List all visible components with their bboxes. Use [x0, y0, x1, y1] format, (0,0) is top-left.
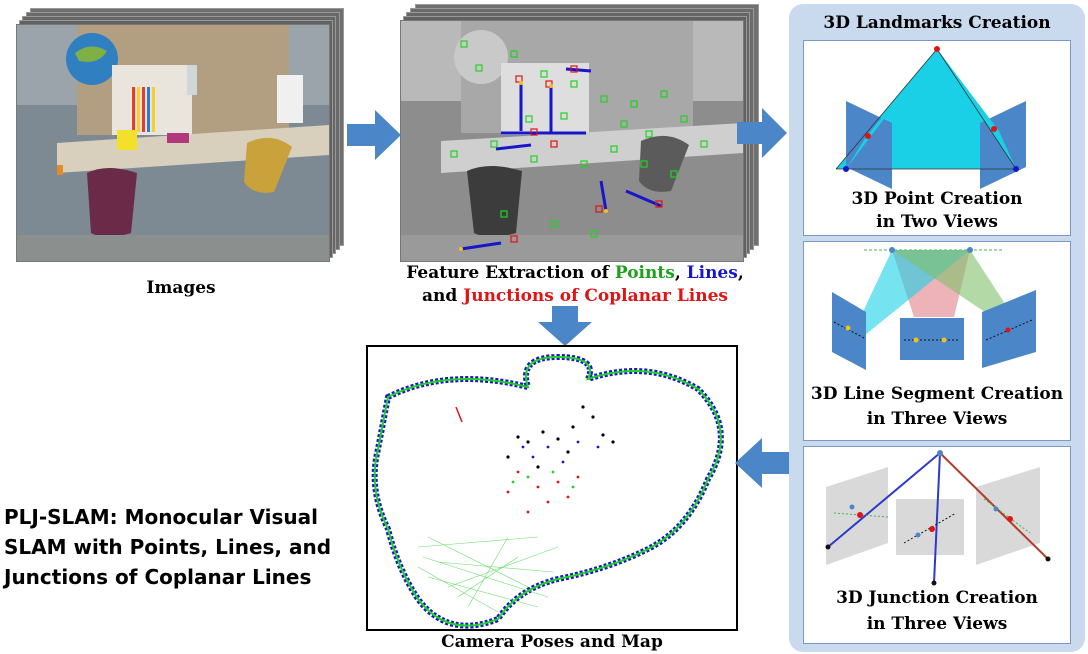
line-creation-caption-line2: in Three Views: [866, 409, 1008, 429]
junctions-label: Junctions of Coplanar Lines: [463, 286, 728, 306]
arrow-right-icon-2: [737, 108, 787, 158]
features-caption: Feature Extraction of Points, Lines, and…: [385, 262, 765, 308]
point-creation-panel: 3D Point Creation in Two Views: [803, 40, 1071, 236]
junction-creation-caption-line1: 3D Junction Creation: [836, 588, 1038, 608]
paper-title-line2: SLAM with Points, Lines, and: [4, 535, 332, 559]
point-creation-caption-line2: in Two Views: [876, 212, 998, 232]
features-caption-line2: and Junctions of Coplanar Lines: [421, 286, 728, 306]
points-label: Points: [614, 263, 675, 283]
paper-title-line3: Junctions of Coplanar Lines: [4, 565, 312, 589]
image-stack: [16, 8, 346, 263]
line-creation-caption-line1: 3D Line Segment Creation: [810, 384, 1064, 404]
line-creation-panel: 3D Line Segment Creation in Three Views: [803, 241, 1071, 441]
panel-title: 3D Landmarks Creation: [823, 13, 1051, 33]
junction-creation-panel: 3D Junction Creation in Three Views: [803, 446, 1071, 644]
lines-label: Lines: [686, 263, 738, 283]
office-scene-color-photo: [16, 24, 330, 262]
arrow-right-icon: [347, 110, 401, 160]
features-caption-line1: Feature Extraction of Points, Lines,: [406, 263, 744, 283]
feature-image-stack: [400, 4, 760, 262]
camera-poses-map: [366, 345, 738, 631]
arrow-left-icon: [735, 438, 790, 488]
junction-creation-caption-line2: in Three Views: [866, 614, 1008, 634]
map-caption: Camera Poses and Map: [441, 632, 663, 652]
paper-title-line1: PLJ-SLAM: Monocular Visual: [4, 505, 319, 529]
point-creation-caption-line1: 3D Point Creation: [851, 189, 1023, 209]
paper-title: PLJ-SLAM: Monocular Visual SLAM with Poi…: [4, 502, 364, 592]
feature-extraction-photo: [400, 20, 744, 262]
arrow-down-icon: [538, 306, 592, 346]
images-caption: Images: [146, 278, 216, 298]
